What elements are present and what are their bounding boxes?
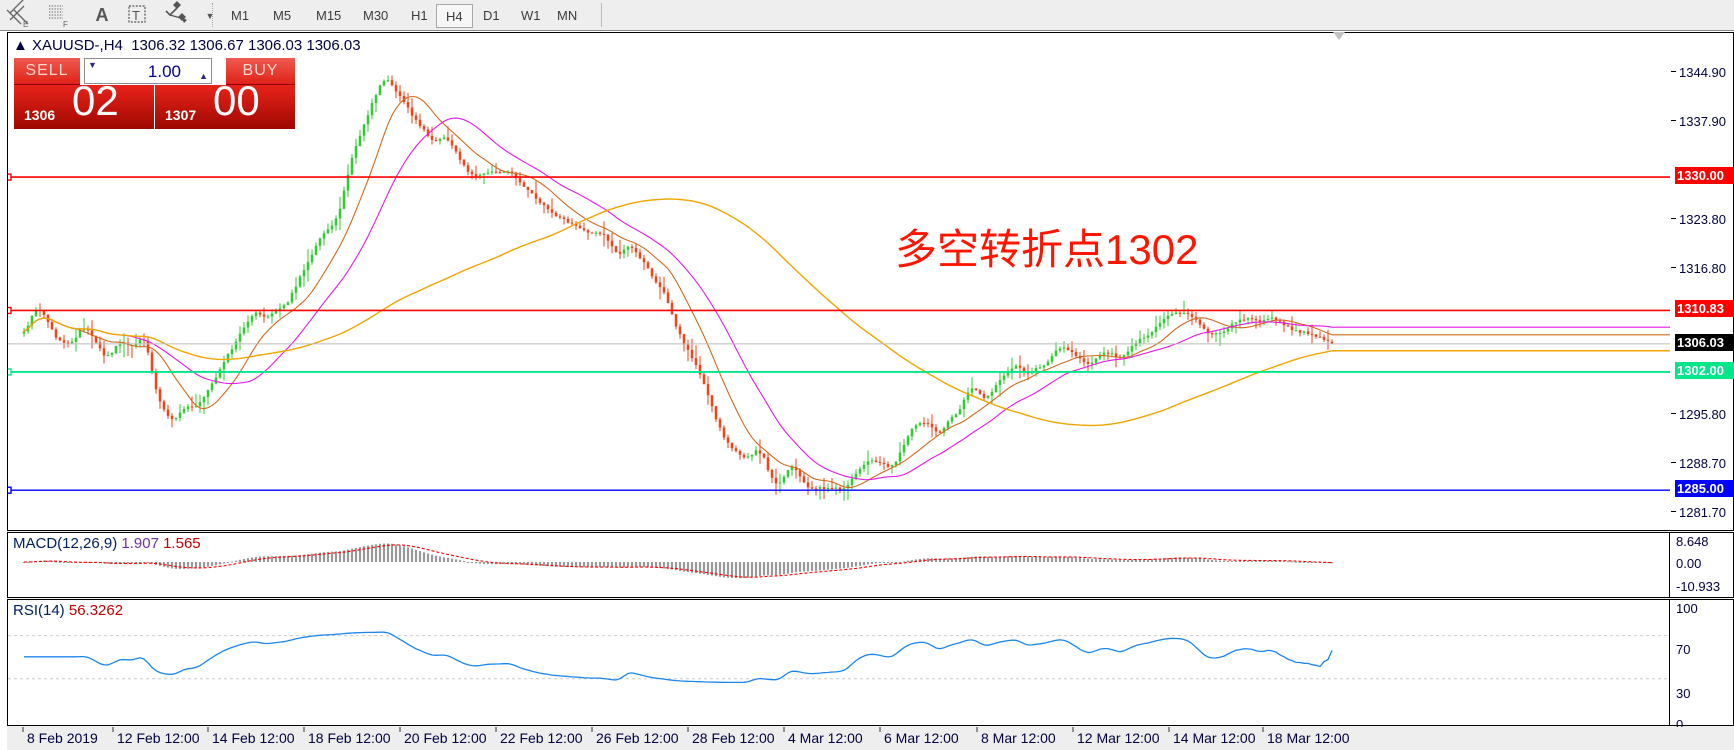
- svg-text:8 Feb 2019: 8 Feb 2019: [27, 730, 98, 746]
- svg-text:T: T: [132, 8, 140, 23]
- svg-text:26 Feb 12:00: 26 Feb 12:00: [596, 730, 679, 746]
- svg-text:8 Mar 12:00: 8 Mar 12:00: [981, 730, 1056, 746]
- svg-text:6 Mar 12:00: 6 Mar 12:00: [884, 730, 959, 746]
- svg-text:18 Mar 12:00: 18 Mar 12:00: [1267, 730, 1350, 746]
- svg-text:4 Mar 12:00: 4 Mar 12:00: [788, 730, 863, 746]
- svg-text:F: F: [63, 20, 68, 29]
- svg-text:18 Feb 12:00: 18 Feb 12:00: [308, 730, 391, 746]
- svg-text:E: E: [23, 20, 28, 29]
- svg-text:12 Mar 12:00: 12 Mar 12:00: [1077, 730, 1160, 746]
- svg-text:28 Feb 12:00: 28 Feb 12:00: [692, 730, 775, 746]
- svg-text:22 Feb 12:00: 22 Feb 12:00: [500, 730, 583, 746]
- svg-text:14 Mar 12:00: 14 Mar 12:00: [1173, 730, 1256, 746]
- svg-text:12 Feb 12:00: 12 Feb 12:00: [117, 730, 200, 746]
- svg-text:20 Feb 12:00: 20 Feb 12:00: [404, 730, 487, 746]
- svg-text:14 Feb 12:00: 14 Feb 12:00: [212, 730, 295, 746]
